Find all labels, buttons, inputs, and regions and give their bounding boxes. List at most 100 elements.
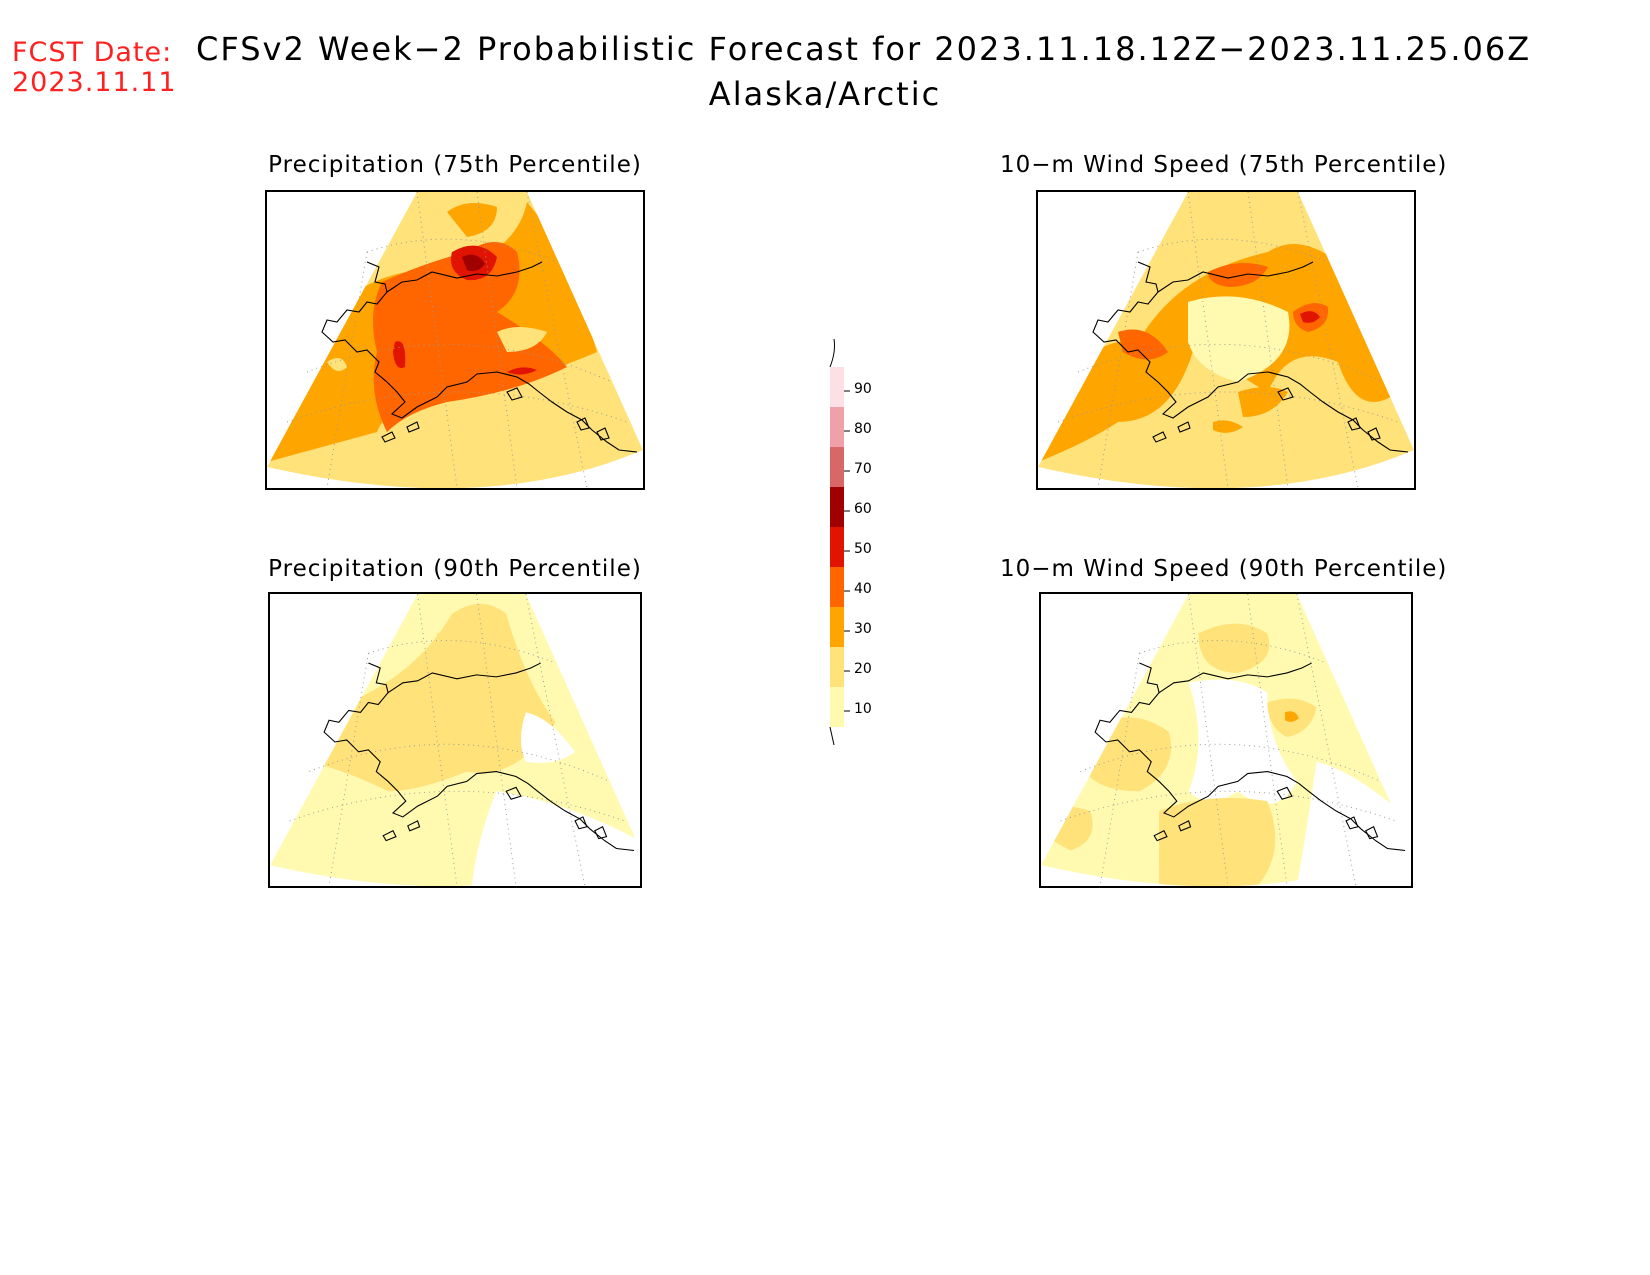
probability-contour — [471, 791, 640, 886]
graticule-line — [1296, 594, 1357, 886]
graticule-line — [309, 743, 610, 782]
island — [576, 417, 590, 431]
forecast-date: FCST Date: 2023.11.11 — [12, 38, 177, 98]
graticule — [1057, 192, 1399, 488]
coastline-path — [1158, 662, 1312, 694]
island — [406, 421, 420, 433]
island — [1177, 421, 1191, 433]
island — [1347, 417, 1361, 431]
coastline-path — [323, 662, 635, 852]
graticule-line — [1297, 192, 1359, 488]
figure-region: Alaska/Arctic — [708, 75, 942, 113]
probability-contour — [417, 691, 457, 723]
coastline-path — [387, 662, 541, 694]
colorbar-swatch — [830, 407, 844, 447]
colorbar-swatch — [830, 607, 844, 647]
island — [1365, 826, 1379, 840]
forecast-shading — [1041, 594, 1411, 886]
map-graphic — [267, 192, 643, 488]
colorbar-label: 80 — [854, 421, 872, 437]
graticule-line — [1057, 391, 1399, 423]
map-graphic — [1038, 192, 1414, 488]
colorbar-label: 70 — [854, 461, 872, 477]
coastline — [1092, 261, 1409, 453]
colorbar: 90 80 70 60 50 40 30 20 10 — [820, 335, 880, 764]
colorbar-swatch — [830, 647, 844, 687]
probability-contour — [507, 367, 537, 375]
forecast-shading — [270, 594, 640, 886]
coastline — [1094, 662, 1406, 852]
graticule-line — [1077, 343, 1384, 383]
island — [574, 816, 588, 830]
graticule-line — [1080, 743, 1381, 782]
probability-contour — [462, 254, 485, 272]
colorbar-swatch — [830, 447, 844, 487]
panel-title-precip-90: Precipitation (90th Percentile) — [268, 556, 642, 582]
probability-contour — [1238, 387, 1288, 417]
graticule — [286, 192, 628, 488]
island — [1367, 427, 1381, 441]
graticule-line — [289, 790, 625, 822]
island — [596, 427, 610, 441]
panel-title-precip-75: Precipitation (75th Percentile) — [268, 152, 642, 178]
island — [382, 830, 397, 842]
island — [506, 387, 523, 401]
graticule-line — [525, 594, 586, 886]
panel-title-wind-90: 10−m Wind Speed (90th Percentile) — [1000, 556, 1448, 582]
probability-contour — [497, 327, 547, 352]
forecast-date-label: FCST Date: — [12, 37, 173, 68]
probability-contour — [373, 242, 567, 432]
island — [505, 786, 522, 800]
colorbar-label: 50 — [854, 541, 872, 557]
probability-contour — [1159, 797, 1276, 886]
graticule — [289, 594, 625, 886]
graticule — [1060, 594, 1396, 886]
colorbar-label: 40 — [854, 581, 872, 597]
map-precip-90 — [268, 592, 642, 888]
island — [594, 826, 608, 840]
probability-contour — [1213, 420, 1243, 433]
coastline-path — [1094, 662, 1406, 852]
map-wind-75 — [1036, 190, 1416, 490]
graticule-line — [1060, 790, 1396, 822]
map-wind-90 — [1039, 592, 1413, 888]
forecast-shading — [1038, 192, 1414, 488]
forecast-date-value: 2023.11.11 — [12, 67, 177, 98]
probability-contour — [436, 630, 482, 678]
panel-title-wind-75: 10−m Wind Speed (75th Percentile) — [1000, 152, 1448, 178]
probability-contour — [1188, 679, 1297, 804]
coastline-path — [386, 261, 543, 293]
island — [1153, 830, 1168, 842]
island — [1152, 431, 1167, 443]
probability-contour — [327, 358, 347, 371]
probability-contour — [1208, 263, 1268, 287]
colorbar-label: 10 — [854, 701, 872, 717]
colorbar-label: 60 — [854, 501, 872, 517]
graticule-line — [526, 192, 588, 488]
colorbar-swatch — [830, 567, 844, 607]
colorbar-top-tip — [829, 338, 835, 368]
colorbar-swatch — [830, 527, 844, 567]
probability-contour — [520, 712, 576, 763]
colorbar-swatch — [830, 487, 844, 527]
graticule-line — [306, 343, 613, 383]
probability-contour — [1300, 311, 1320, 323]
probability-contour — [447, 203, 497, 237]
map-precip-75 — [265, 190, 645, 490]
island — [381, 431, 396, 443]
colorbar-label: 90 — [854, 381, 872, 397]
island — [1178, 820, 1192, 832]
graticule-line — [286, 391, 628, 423]
island — [407, 820, 421, 832]
probability-contour — [393, 341, 406, 368]
island — [1276, 786, 1293, 800]
colorbar-bottom-tip — [829, 726, 839, 764]
colorbar-swatch — [830, 367, 844, 407]
colorbar-label: 30 — [854, 621, 872, 637]
forecast-shading — [267, 192, 643, 488]
coastline-path — [1157, 261, 1314, 293]
colorbar-swatch — [830, 687, 844, 727]
island — [1345, 816, 1359, 830]
coastline-path — [1092, 261, 1409, 453]
probability-contour — [1296, 761, 1411, 886]
